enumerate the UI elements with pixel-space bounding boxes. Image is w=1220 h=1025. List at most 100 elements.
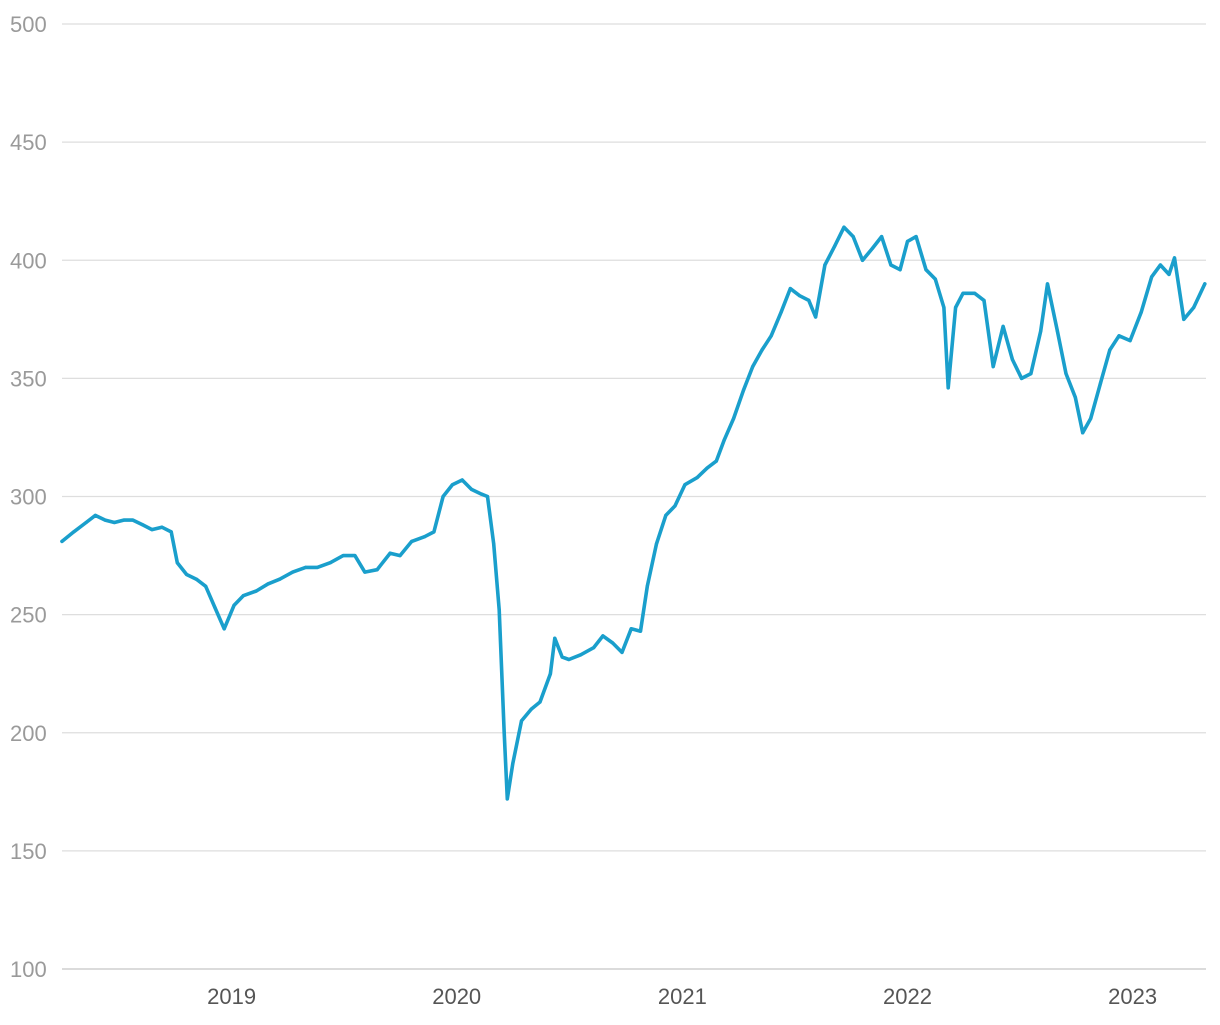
y-axis-ticks: 100 150 200 250 300 350 400 450 500: [10, 12, 47, 982]
data-point: [946, 386, 950, 390]
data-point: [982, 298, 986, 302]
y-tick-label: 150: [10, 839, 47, 864]
data-point: [654, 542, 659, 546]
data-point: [1139, 310, 1143, 314]
y-tick-label: 200: [10, 721, 47, 746]
data-point: [1182, 317, 1186, 321]
data-point: [645, 584, 649, 588]
data-point: [814, 315, 818, 319]
data-point: [1150, 275, 1154, 279]
data-point: [497, 608, 501, 612]
data-point: [905, 239, 910, 243]
data-point: [150, 528, 154, 532]
y-tick-label: 300: [10, 485, 47, 510]
data-point: [291, 570, 295, 574]
data-point: [1081, 431, 1085, 435]
data-point: [1039, 329, 1043, 333]
data-point: [529, 707, 533, 711]
series-layer: [60, 225, 1207, 801]
data-point: [1073, 395, 1077, 399]
gridlines: [62, 23, 1206, 970]
data-point: [1064, 372, 1068, 376]
data-point: [450, 483, 454, 487]
data-point: [833, 244, 837, 248]
data-point: [410, 539, 414, 544]
data-point: [954, 305, 958, 310]
data-point: [751, 365, 755, 369]
y-tick-label: 400: [10, 248, 47, 273]
data-point: [1128, 339, 1132, 343]
data-point: [266, 582, 270, 586]
data-point: [519, 719, 524, 723]
data-point: [485, 494, 490, 499]
data-point: [788, 287, 792, 291]
data-point: [222, 627, 226, 631]
data-point: [502, 731, 506, 735]
x-tick-label: 2022: [883, 984, 932, 1009]
data-point: [880, 235, 884, 239]
data-point: [241, 594, 245, 598]
data-point: [722, 438, 726, 442]
data-point: [760, 348, 764, 352]
data-point: [278, 577, 282, 581]
data-point: [1020, 376, 1024, 380]
data-point: [1055, 329, 1059, 333]
data-point: [423, 535, 427, 539]
data-point: [72, 530, 76, 534]
data-point: [889, 263, 893, 267]
data-point: [898, 268, 902, 272]
x-tick-label: 2021: [658, 984, 707, 1009]
data-point: [629, 627, 633, 631]
y-tick-label: 350: [10, 366, 47, 391]
y-tick-label: 500: [10, 12, 47, 37]
data-point: [601, 634, 605, 638]
data-point: [1108, 348, 1112, 352]
data-point: [1098, 381, 1103, 385]
data-point: [851, 235, 855, 239]
data-point: [398, 554, 402, 558]
data-point: [492, 542, 496, 546]
data-point: [341, 554, 345, 558]
data-point: [991, 365, 995, 369]
data-point: [553, 636, 557, 640]
data-point: [842, 225, 846, 229]
data-point: [695, 476, 699, 480]
data-point: [232, 603, 236, 607]
data-point: [460, 478, 464, 482]
data-point: [441, 494, 445, 499]
x-tick-label: 2019: [207, 984, 256, 1009]
data-point: [683, 483, 687, 487]
data-point: [1192, 305, 1196, 310]
x-tick-label: 2023: [1108, 984, 1157, 1009]
x-tick-label: 2020: [432, 984, 481, 1009]
data-point: [432, 530, 436, 534]
data-point: [567, 657, 571, 662]
data-point: [1167, 272, 1171, 276]
data-point: [705, 466, 709, 470]
data-point: [807, 298, 811, 302]
data-point: [112, 520, 116, 525]
data-point: [103, 518, 107, 522]
data-point: [131, 518, 135, 522]
data-point: [579, 653, 583, 657]
data-point: [664, 513, 668, 518]
data-point: [620, 650, 624, 655]
data-point: [732, 416, 736, 421]
data-point: [479, 492, 483, 496]
data-point: [611, 641, 615, 645]
data-point: [505, 797, 509, 801]
data-point: [304, 565, 308, 570]
x-axis-ticks: 2019 2020 2021 2022 2023: [207, 984, 1157, 1009]
data-point: [375, 568, 379, 572]
data-point: [353, 554, 357, 558]
data-point: [194, 577, 198, 581]
data-point: [1158, 263, 1162, 267]
data-point: [924, 268, 928, 272]
data-point: [823, 263, 827, 267]
data-point: [1010, 357, 1015, 362]
data-point: [714, 459, 718, 463]
y-tick-label: 450: [10, 130, 47, 155]
data-point: [560, 655, 564, 659]
data-point: [860, 258, 865, 262]
